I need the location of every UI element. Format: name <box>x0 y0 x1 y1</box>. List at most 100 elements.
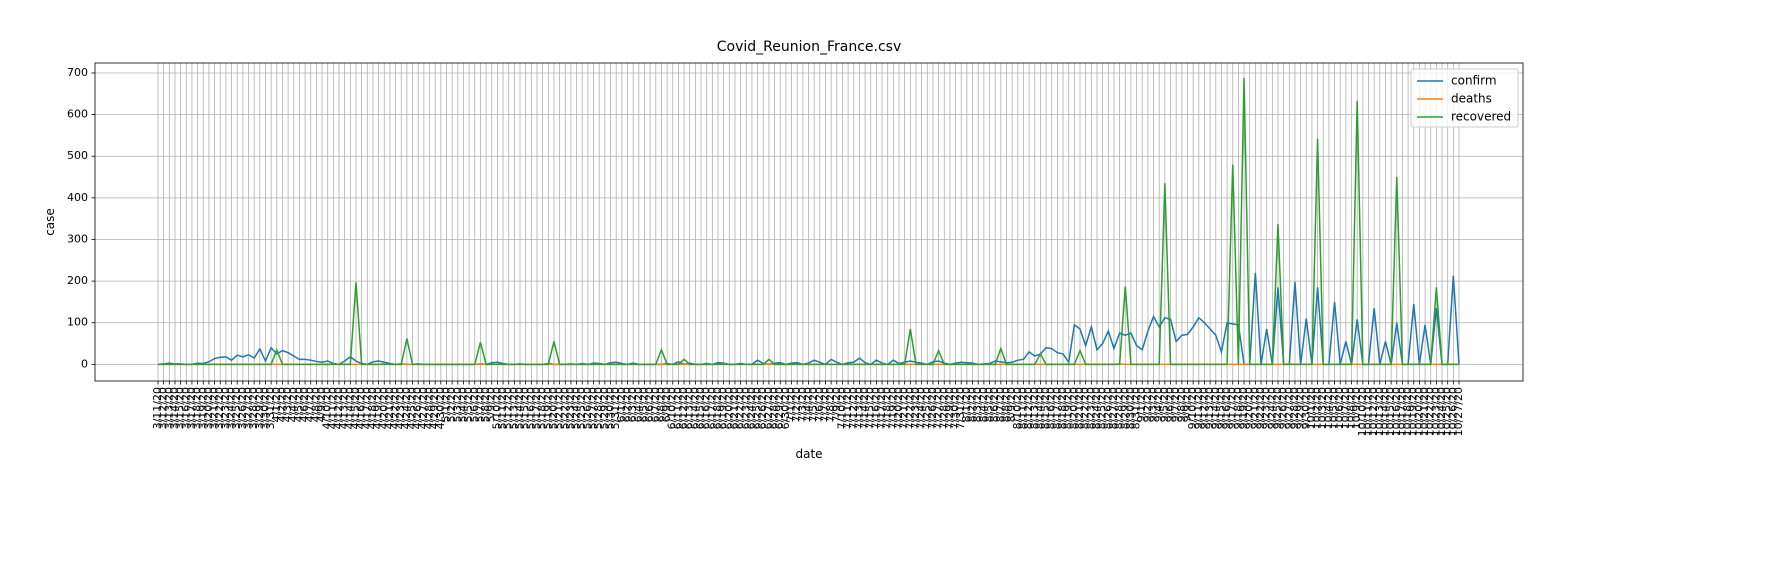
x-tick-label: 10/7/20 <box>1339 387 1352 429</box>
x-tick-label: 4/10/20 <box>321 387 334 429</box>
y-tick-label: 100 <box>67 316 88 329</box>
x-tick-label: 9/6/20 <box>1164 387 1177 422</box>
x-tick-label: 10/13/20 <box>1373 387 1386 436</box>
x-tick-label: 10/2/20 <box>1311 387 1324 429</box>
x-tick-label: 9/11/20 <box>1192 387 1205 429</box>
x-tick-label: 8/30/20 <box>1124 387 1137 429</box>
x-tick-label: 5/3/20 <box>451 387 464 422</box>
x-tick-label: 5/14/20 <box>513 387 526 429</box>
x-tick-label: 10/1/20 <box>1305 387 1318 429</box>
x-tick-label: 5/29/20 <box>598 387 611 429</box>
y-tick-label: 300 <box>67 232 88 245</box>
x-tick-label: 4/8/20 <box>309 387 322 422</box>
x-tick-label: 9/7/20 <box>1169 387 1182 422</box>
x-tick-label: 3/23/20 <box>219 387 232 429</box>
x-tick-label: 5/10/20 <box>490 387 503 429</box>
x-tick-label: 3/24/20 <box>225 387 238 429</box>
plot-frame <box>94 62 1524 382</box>
x-tick-label: 3/16/20 <box>179 387 192 429</box>
x-tick-label: 6/17/20 <box>705 387 718 429</box>
x-tick-label: 4/3/20 <box>281 387 294 422</box>
x-tick-label: 8/6/20 <box>988 387 1001 422</box>
legend-box <box>1410 68 1519 128</box>
y-axis-label: case <box>43 208 57 236</box>
x-tick-label: 7/21/20 <box>898 387 911 429</box>
x-tick-label: 6/18/20 <box>711 387 724 429</box>
x-tick-label: 10/24/20 <box>1435 387 1448 436</box>
x-tick-label: 6/26/20 <box>756 387 769 429</box>
x-tick-label: 5/5/20 <box>462 387 475 422</box>
x-tick-label: 10/18/20 <box>1401 387 1414 436</box>
x-tick-label: 7/13/20 <box>852 387 865 429</box>
x-tick-label: 8/22/20 <box>1079 387 1092 429</box>
x-tick-label: 5/9/20 <box>485 387 498 422</box>
x-tick-label: 3/18/20 <box>191 387 204 429</box>
x-tick-label: 7/7/20 <box>818 387 831 422</box>
x-tick-label: 10/19/20 <box>1407 387 1420 436</box>
x-tick-label: 8/31/20 <box>1130 387 1143 429</box>
x-tick-label: 4/27/20 <box>417 387 430 429</box>
x-tick-label: 10/25/20 <box>1441 387 1454 436</box>
x-tick-label: 6/29/20 <box>773 387 786 429</box>
x-tick-label: 3/29/20 <box>253 387 266 429</box>
x-tick-label: 8/25/20 <box>1096 387 1109 429</box>
x-tick-label: 9/30/20 <box>1299 387 1312 429</box>
x-tick-label: 9/22/20 <box>1254 387 1267 429</box>
x-tick-label: 8/10/20 <box>1011 387 1024 429</box>
x-tick-label: 5/24/20 <box>570 387 583 429</box>
x-tick-label: 7/17/20 <box>875 387 888 429</box>
x-tick-label: 5/27/20 <box>587 387 600 429</box>
x-tick-label: 4/30/20 <box>434 387 447 429</box>
x-tick-label: 7/2/20 <box>790 387 803 422</box>
x-tick-label: 8/14/20 <box>1033 387 1046 429</box>
x-tick-label: 8/5/20 <box>983 387 996 422</box>
x-tick-label: 4/21/20 <box>383 387 396 429</box>
x-tick-label: 8/18/20 <box>1056 387 1069 429</box>
y-tick-label: 600 <box>67 108 88 121</box>
x-tick-label: 8/4/20 <box>977 387 990 422</box>
x-tick-label: 7/28/20 <box>937 387 950 429</box>
x-tick-label: 3/22/20 <box>213 387 226 429</box>
x-tick-label: 4/16/20 <box>355 387 368 429</box>
x-tick-label: 7/29/20 <box>943 387 956 429</box>
x-tick-label: 10/16/20 <box>1390 387 1403 436</box>
x-tick-label: 7/18/20 <box>881 387 894 429</box>
x-tick-label: 3/31/20 <box>264 387 277 429</box>
x-tick-label: 7/20/20 <box>892 387 905 429</box>
x-tick-label: 3/20/20 <box>202 387 215 429</box>
x-tick-label: 5/15/20 <box>519 387 532 429</box>
x-tick-label: 4/11/20 <box>326 387 339 429</box>
x-tick-label: 10/6/20 <box>1333 387 1346 429</box>
x-tick-label: 5/13/20 <box>507 387 520 429</box>
x-tick-label: 6/24/20 <box>745 387 758 429</box>
x-tick-label: 8/19/20 <box>1062 387 1075 429</box>
x-tick-label: 7/4/20 <box>802 387 815 422</box>
x-tick-label: 9/23/20 <box>1260 387 1273 429</box>
x-tick-label: 8/3/20 <box>971 387 984 422</box>
x-tick-label: 8/28/20 <box>1113 387 1126 429</box>
line-series <box>158 77 1459 366</box>
x-tick-label: 5/17/20 <box>530 387 543 429</box>
line-series <box>157 272 1460 366</box>
x-tick-label: 7/27/20 <box>932 387 945 429</box>
x-tick-label: 7/26/20 <box>926 387 939 429</box>
x-tick-label: 9/17/20 <box>1226 387 1239 429</box>
x-tick-label: 9/20/20 <box>1243 387 1256 429</box>
x-tick-label: 6/11/20 <box>671 387 684 429</box>
x-tick-label: 6/7/20 <box>649 387 662 422</box>
x-tick-label: 8/15/20 <box>1039 387 1052 429</box>
x-tick-label: 5/2/20 <box>445 387 458 422</box>
x-tick-label: 8/11/20 <box>1016 387 1029 429</box>
x-tick-label: 3/15/20 <box>174 387 187 429</box>
x-tick-label: 7/16/20 <box>869 387 882 429</box>
x-tick-label: 4/17/20 <box>360 387 373 429</box>
x-tick-label: 6/4/20 <box>632 387 645 422</box>
x-tick-label: 10/3/20 <box>1316 387 1329 429</box>
x-tick-label: 10/27/20 <box>1452 387 1465 436</box>
x-tick-label: 5/4/20 <box>456 387 469 422</box>
x-tick-label: 6/14/20 <box>688 387 701 429</box>
x-tick-label: 5/25/20 <box>575 387 588 429</box>
x-tick-label: 3/25/20 <box>230 387 243 429</box>
x-tick-label: 5/30/20 <box>604 387 617 429</box>
